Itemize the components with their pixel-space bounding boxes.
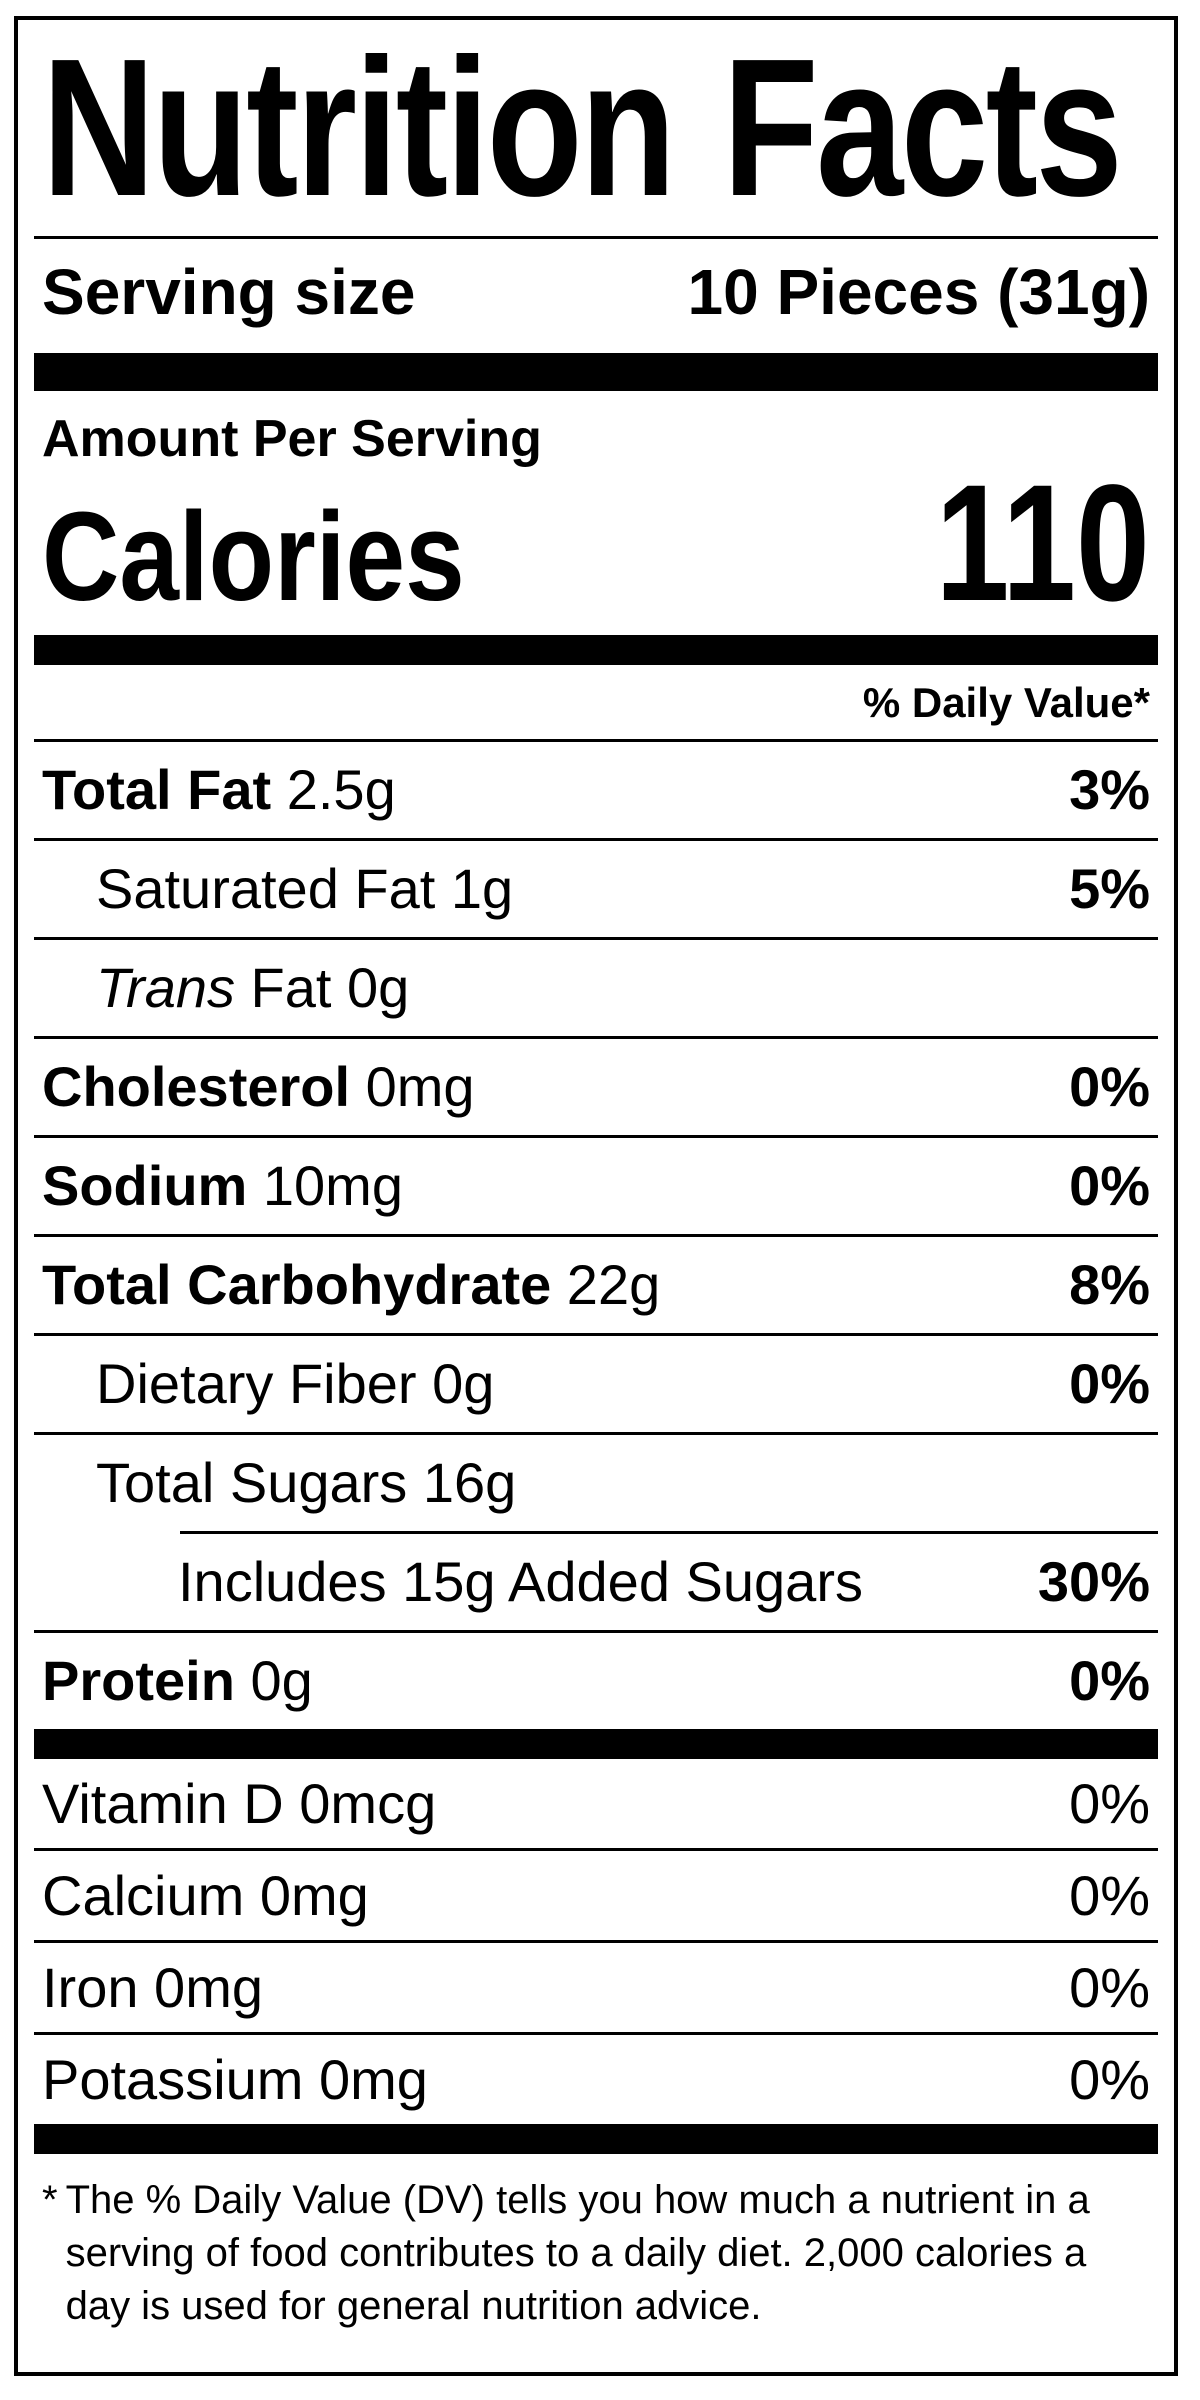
nutrient-amount: Saturated Fat 1g [96,857,514,920]
nutrient-name: Saturated Fat 1g [42,856,513,921]
nutrient-name: Dietary Fiber 0g [42,1351,494,1416]
nutrient-amount: Potassium 0mg [42,2048,428,2111]
nutrient-amount: 2.5g [271,758,396,821]
row-calcium: Calcium 0mg 0% [42,1851,1150,1940]
daily-value-percent: 0% [1069,1055,1150,1118]
nutrient-amount: Fat 0g [235,956,410,1019]
serving-size-row: Serving size 10 Pieces (31g) [42,239,1150,353]
divider [34,1333,1158,1336]
nutrient-name: Potassium 0mg [42,2047,428,2112]
nutrient-name: Includes 15g Added Sugars [42,1549,863,1614]
nutrient-name: Total Fat 2.5g [42,757,396,822]
nutrient-amount: Calcium 0mg [42,1864,369,1927]
daily-value-percent: 0% [1069,1864,1150,1927]
thick-bar [34,2124,1158,2154]
divider [34,1630,1158,1633]
row-total-carbohydrate: Total Carbohydrate 22g 8% [42,1237,1150,1333]
nutrient-name: Iron 0mg [42,1955,263,2020]
daily-value-percent: 30% [1037,1550,1150,1613]
nutrient-name-bold: Total Carbohydrate [42,1253,552,1316]
nutrient-amount: Vitamin D 0mcg [42,1772,437,1835]
daily-value-percent: 0% [1069,1649,1150,1712]
nutrient-name-bold: Total Fat [42,758,272,821]
nutrient-amount: Total Sugars 16g [96,1451,517,1514]
nutrient-name: Sodium 10mg [42,1153,403,1218]
footnote-line: serving of food contributes to a daily d… [65,2231,1087,2276]
footnote-line: The % Daily Value (DV) tells you how muc… [65,2178,1090,2222]
title-wrap: Nutrition Facts [42,18,1150,237]
divider [34,1940,1158,1943]
divider [34,937,1158,940]
footnote-line: day is used for general nutrition advice… [65,2284,762,2329]
divider [34,739,1158,742]
nutrient-name: Calcium 0mg [42,1863,369,1928]
row-iron: Iron 0mg 0% [42,1943,1150,2032]
divider [34,1432,1158,1435]
daily-value-percent: 8% [1069,1253,1150,1316]
serving-size-value: 10 Pieces (31g) [687,256,1151,328]
divider [34,1135,1158,1138]
nutrient-amount: 0mg [350,1055,475,1118]
row-total-fat: Total Fat 2.5g 3% [42,742,1150,838]
divider [34,236,1158,239]
calories-row: Calories 110 [42,451,1150,636]
footnote-text: The % Daily Value (DV) tells you how muc… [66,2174,1090,2334]
daily-value-percent: 0% [1069,1352,1150,1415]
nutrient-amount: Includes 15g Added Sugars [178,1550,863,1613]
daily-value-percent: 0% [1069,1956,1150,2019]
divider [34,838,1158,841]
daily-value-percent: 0% [1069,2048,1150,2111]
row-trans-fat: Trans Fat 0g [42,940,1150,1036]
footnote-asterisk: * [42,2178,58,2222]
calories-value: 110 [935,451,1150,636]
nutrient-amount: 10mg [247,1154,403,1217]
thick-bar [34,635,1158,665]
thick-bar [34,1729,1158,1759]
nutrient-name-bold: Sodium [42,1154,248,1217]
nutrient-amount: Iron 0mg [42,1956,263,2019]
nutrient-name-bold: Cholesterol [42,1055,351,1118]
footnote: * The % Daily Value (DV) tells you how m… [42,2154,1150,2334]
nutrients-section: Total Fat 2.5g 3% Saturated Fat 1g 5% Tr… [34,742,1158,1729]
micronutrients-section: Vitamin D 0mcg 0% Calcium 0mg 0% Iron 0m… [34,1759,1158,2124]
divider [34,2032,1158,2035]
nutrient-amount: 0g [234,1649,313,1712]
nutrient-amount: Dietary Fiber 0g [96,1352,495,1415]
daily-value-percent: 0% [1069,1154,1150,1217]
thick-bar [34,353,1158,391]
amount-per-serving-label: Amount Per Serving [42,410,542,468]
daily-value-percent: 5% [1069,857,1150,920]
row-total-sugars: Total Sugars 16g [42,1435,1150,1531]
row-sodium: Sodium 10mg 0% [42,1138,1150,1234]
nutrient-name: Cholesterol 0mg [42,1054,475,1119]
nutrient-name: Total Carbohydrate 22g [42,1252,660,1317]
nutrient-name: Vitamin D 0mcg [42,1771,436,1836]
daily-value-percent: 0% [1069,1772,1150,1835]
serving-size-label: Serving size [42,256,416,328]
divider-partial [180,1531,1158,1534]
nutrient-amount: 22g [551,1253,661,1316]
row-added-sugars: Includes 15g Added Sugars 30% [42,1534,1150,1630]
daily-value-percent: 3% [1069,758,1150,821]
row-potassium: Potassium 0mg 0% [42,2035,1150,2124]
nutrient-name: Protein 0g [42,1648,313,1713]
nutrient-name-bold: Protein [42,1649,235,1712]
row-dietary-fiber: Dietary Fiber 0g 0% [42,1336,1150,1432]
nutrient-name: Trans Fat 0g [42,955,409,1020]
daily-value-header: % Daily Value* [862,679,1150,726]
row-saturated-fat: Saturated Fat 1g 5% [42,841,1150,937]
label-title: Nutrition Facts [42,18,1123,237]
nutrition-facts-label: Nutrition Facts Serving size 10 Pieces (… [14,16,1178,2376]
row-cholesterol: Cholesterol 0mg 0% [42,1039,1150,1135]
row-protein: Protein 0g 0% [42,1633,1150,1729]
divider [34,1036,1158,1039]
divider [34,1848,1158,1851]
nutrient-name: Total Sugars 16g [42,1450,516,1515]
nutrient-name-italic: Trans [96,956,235,1019]
row-vitamin-d: Vitamin D 0mcg 0% [42,1759,1150,1848]
calories-label: Calories [42,486,465,627]
divider [34,1234,1158,1237]
